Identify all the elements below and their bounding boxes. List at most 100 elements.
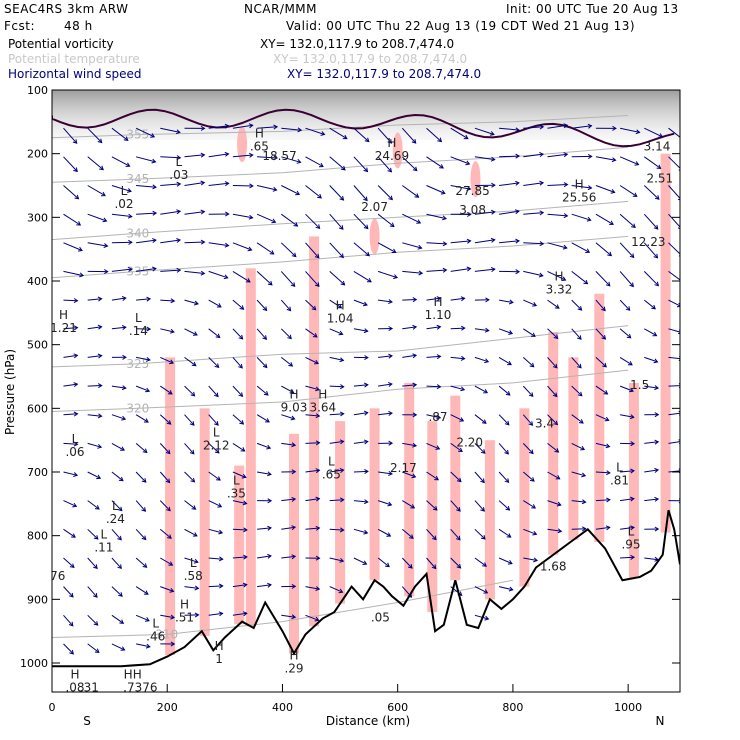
wind-vector xyxy=(111,471,124,482)
wind-vector-head xyxy=(273,124,279,130)
hl-value: 3.14 xyxy=(644,140,671,154)
wind-vector xyxy=(87,557,98,569)
wind-vector-head xyxy=(240,447,246,452)
wind-vector xyxy=(329,385,344,388)
hl-value: .14 xyxy=(129,324,148,338)
wind-vector-head xyxy=(465,160,471,166)
wind-vector-head xyxy=(412,324,418,330)
wind-vector xyxy=(644,356,658,363)
wind-vector xyxy=(232,357,243,369)
x-tick-label: 600 xyxy=(387,701,408,714)
wind-vector-head xyxy=(102,217,108,223)
wind-vector-head xyxy=(388,326,394,332)
wind-vector-head xyxy=(515,180,520,186)
wind-vector xyxy=(111,385,126,389)
wind-vector-head xyxy=(72,502,78,508)
hl-value: .95 xyxy=(621,537,640,551)
wind-vector xyxy=(619,185,638,197)
pv-contours xyxy=(52,108,675,148)
wind-vector xyxy=(668,270,680,281)
wind-vector xyxy=(63,156,78,172)
wind-vector xyxy=(87,298,102,301)
x-axis-label: Distance (km) xyxy=(326,714,410,728)
wind-vector-head xyxy=(456,535,461,541)
wind-vector-head xyxy=(317,193,322,199)
wind-vector-head xyxy=(247,246,253,252)
wind-vector-head xyxy=(200,239,206,245)
wind-vector xyxy=(280,242,297,257)
wind-vector-head xyxy=(271,218,277,224)
wind-vector xyxy=(402,354,417,358)
wind-vector xyxy=(402,384,417,387)
wind-vector-head xyxy=(654,526,660,532)
wind-vector-head xyxy=(267,471,272,477)
wind-vector-head xyxy=(411,473,417,479)
wind-vector-head xyxy=(73,472,79,477)
wind-vector-head xyxy=(73,382,79,387)
wind-shade-plume xyxy=(594,293,605,542)
wind-vector-head xyxy=(121,325,127,330)
wind-vector xyxy=(619,127,640,133)
wind-vector-head xyxy=(515,209,520,215)
wind-vector xyxy=(135,643,150,648)
wind-vector xyxy=(499,210,519,215)
wind-vector xyxy=(426,269,447,272)
wind-vector-head xyxy=(561,276,567,281)
wind-vector-head xyxy=(200,125,206,131)
wind-vector xyxy=(281,442,296,446)
wind-vector xyxy=(160,156,181,159)
wind-vector xyxy=(668,242,680,255)
wind-vector xyxy=(232,414,244,425)
wind-vector xyxy=(378,355,393,358)
wind-vector xyxy=(377,270,398,279)
theta-contour xyxy=(52,115,629,139)
wind-vector xyxy=(208,471,221,481)
wind-vector xyxy=(402,500,415,509)
wind-vector-head xyxy=(508,586,514,592)
hl-value: 1.68 xyxy=(540,560,567,574)
wind-vector xyxy=(256,271,273,286)
wind-vector-head xyxy=(554,448,560,453)
wind-vector xyxy=(571,528,586,530)
wind-vector xyxy=(426,385,441,388)
wind-vector xyxy=(208,270,228,279)
wind-vector xyxy=(620,470,635,473)
wind-vector xyxy=(256,185,277,191)
wind-vector xyxy=(184,586,199,589)
field-xy-pv: XY= 132.0,117.9 to 208.7,474.0 xyxy=(260,37,455,51)
wind-vector-head xyxy=(610,188,616,194)
wind-vector-head xyxy=(654,195,660,200)
wind-vector xyxy=(644,557,659,561)
wind-vector xyxy=(160,356,174,364)
wind-vector-head xyxy=(563,152,569,158)
wind-vector-head xyxy=(68,621,74,627)
wind-vector-head xyxy=(466,186,472,191)
wind-vector-head xyxy=(291,554,297,560)
wind-vector-head xyxy=(456,563,462,569)
wind-vector xyxy=(450,500,461,512)
wind-vector-head xyxy=(654,496,660,502)
wind-vector-head xyxy=(224,123,230,129)
wind-vector-head xyxy=(291,469,297,475)
wind-shade-plume xyxy=(450,395,461,581)
wind-vector xyxy=(159,443,171,454)
wind-vector-head xyxy=(388,410,393,416)
wind-vector xyxy=(474,356,489,363)
wind-vector xyxy=(281,385,294,394)
wind-vector xyxy=(63,643,74,655)
wind-vector-head xyxy=(583,279,589,285)
wind-vector xyxy=(63,270,84,277)
wind-vector-head xyxy=(263,391,269,396)
wind-vector-head xyxy=(585,248,591,253)
wind-shade-plume xyxy=(548,331,559,555)
wind-vector-head xyxy=(412,166,418,172)
wind-shade-plume xyxy=(335,421,346,604)
wind-vector-head xyxy=(339,497,345,503)
wind-vector-head xyxy=(412,382,418,388)
y-tick-label: 900 xyxy=(27,593,48,606)
wind-vector-head xyxy=(577,335,582,340)
wind-vector-head xyxy=(466,211,472,217)
wind-vector xyxy=(620,498,634,502)
wind-vector xyxy=(184,443,195,455)
wind-vector xyxy=(474,528,486,540)
